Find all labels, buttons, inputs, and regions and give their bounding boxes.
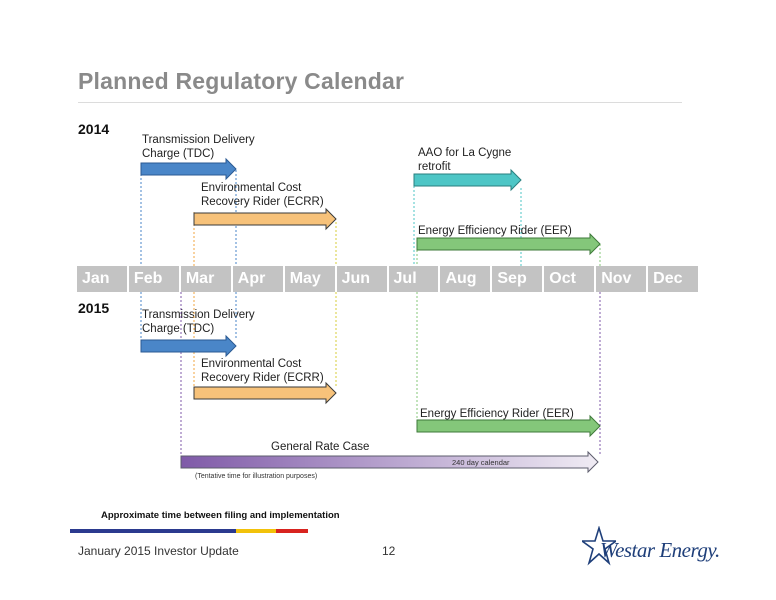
month-timeline: Jan Feb Mar Apr May Jun Jul Aug Sep Oct … (77, 266, 698, 292)
month-dec: Dec (653, 270, 683, 287)
month-nov: Nov (596, 266, 649, 292)
year-2015-label: 2015 (78, 300, 110, 316)
title-divider (78, 102, 682, 103)
legend-bar-yellow (236, 529, 276, 533)
footer-text: January 2015 Investor Update (78, 544, 239, 558)
tdc-2014-label: Transmission Delivery Charge (TDC) (142, 134, 255, 160)
eer-2015-label: Energy Efficiency Rider (EER) (420, 408, 574, 420)
grc-2015-label: General Rate Case (271, 441, 370, 453)
tdc-2015-label: Transmission Delivery Charge (TDC) (142, 309, 255, 335)
eer-2014-arrow (416, 232, 601, 256)
month-feb: Feb (129, 266, 181, 292)
eer-2015-arrow (416, 414, 601, 438)
month-jun: Jun (337, 266, 389, 292)
aao-2014-arrow (413, 168, 522, 192)
month-may: May (285, 266, 337, 292)
month-jan: Jan (77, 266, 129, 292)
tentative-note: (Tentative time for illustration purpose… (195, 473, 318, 480)
company-logo: Westar Energy. (600, 538, 720, 562)
grc-2015-arrow (180, 450, 599, 474)
westar-star-icon (582, 526, 616, 566)
ecrr-2015-label: Environmental Cost Recovery Rider (ECRR) (201, 358, 324, 384)
month-oct: Oct (544, 266, 597, 292)
page-number: 12 (382, 544, 396, 558)
month-apr: Apr (233, 266, 285, 292)
aao-2014-label: AAO for La Cygne retrofit (418, 147, 512, 173)
grc-bar-label: 240 day calendar (452, 458, 510, 467)
year-2014-label: 2014 (78, 121, 110, 137)
tdc-2015-arrow (140, 334, 237, 358)
month-mar: Mar (181, 266, 233, 292)
month-aug: Aug (440, 266, 493, 292)
page-title: Planned Regulatory Calendar (78, 68, 405, 94)
legend-bar-red (276, 529, 308, 533)
ecrr-2015-arrow (193, 381, 337, 405)
ecrr-2014-label: Environmental Cost Recovery Rider (ECRR) (201, 182, 324, 208)
legend-label: Approximate time between filing and impl… (101, 510, 340, 521)
eer-2014-label: Energy Efficiency Rider (EER) (418, 225, 572, 237)
ecrr-2014-arrow (193, 207, 337, 231)
legend-bar-blue (70, 529, 236, 533)
month-jul: Jul (389, 266, 441, 292)
month-sep: Sep (492, 266, 545, 292)
tdc-2014-arrow (140, 157, 237, 181)
